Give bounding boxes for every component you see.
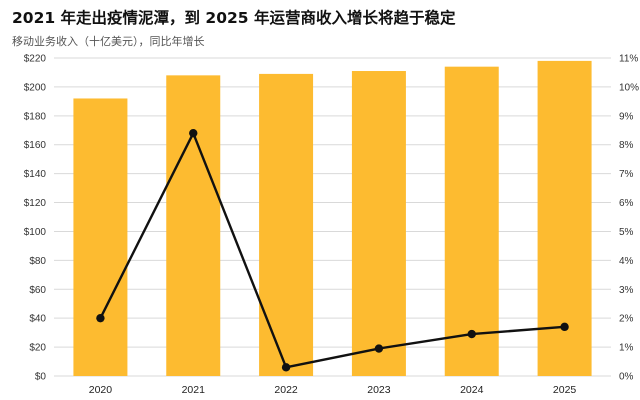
chart-subtitle: 移动业务收入（十亿美元），同比年增长: [12, 35, 205, 48]
right-tick-label: 10%: [619, 82, 639, 93]
right-tick-label: 6%: [619, 198, 634, 209]
bar: [351, 71, 406, 376]
right-tick-label: 1%: [619, 343, 634, 354]
x-tick-label: 2022: [274, 384, 298, 396]
right-tick-label: 0%: [619, 372, 634, 383]
left-tick-label: $220: [24, 54, 47, 65]
bar: [166, 75, 221, 376]
right-tick-label: 2%: [619, 314, 634, 325]
right-tick-label: 3%: [619, 285, 634, 296]
growth-point: [281, 363, 291, 372]
left-tick-label: $40: [29, 314, 46, 325]
right-tick-label: 7%: [619, 169, 634, 180]
x-tick-label: 2020: [89, 384, 113, 396]
chart-title: 2021 年走出疫情泥潭，到 2025 年运营商收入增长将趋于稳定: [12, 9, 456, 27]
x-tick-label: 2023: [367, 384, 391, 396]
right-tick-label: 4%: [619, 256, 634, 267]
right-tick-label: 9%: [619, 111, 634, 122]
growth-point: [560, 322, 569, 332]
left-tick-label: $140: [24, 169, 47, 180]
growth-line: [99, 131, 565, 369]
left-tick-label: $20: [29, 343, 46, 354]
left-axis: $0 $20 $40 $60 $80 $100 $120 $140 $160 $180 $200 $2…: [24, 54, 47, 383]
x-tick-label: 2024: [460, 384, 484, 396]
left-tick-label: $60: [29, 285, 46, 296]
right-tick-label: 5%: [619, 227, 634, 238]
left-tick-label: $180: [24, 111, 47, 122]
growth-line-series: [96, 128, 569, 372]
growth-point: [189, 128, 198, 138]
bar: [73, 98, 128, 377]
right-tick-label: 8%: [619, 140, 634, 151]
x-tick-label: 2021: [182, 384, 206, 396]
growth-point: [96, 313, 105, 323]
bar: [444, 66, 499, 376]
right-axis: 0% 1% 2% 3% 4% 5% 6% 7% 8% 9% 10% 11%: [619, 54, 639, 383]
growth-point: [374, 344, 384, 353]
growth-point: [467, 329, 476, 339]
left-tick-label: $100: [24, 227, 47, 238]
bar: [259, 73, 314, 377]
left-tick-label: $200: [24, 82, 47, 93]
x-tick-label: 2025: [553, 384, 577, 396]
x-axis: 2020 2021 2022 2023 2024 2025: [89, 384, 577, 396]
left-tick-label: $0: [35, 372, 47, 383]
right-tick-label: 11%: [619, 54, 638, 65]
left-tick-label: $80: [29, 256, 46, 267]
left-tick-label: $160: [24, 140, 47, 151]
left-tick-label: $120: [24, 198, 47, 209]
grid-lines: [54, 57, 611, 377]
bar-series: [73, 60, 592, 377]
